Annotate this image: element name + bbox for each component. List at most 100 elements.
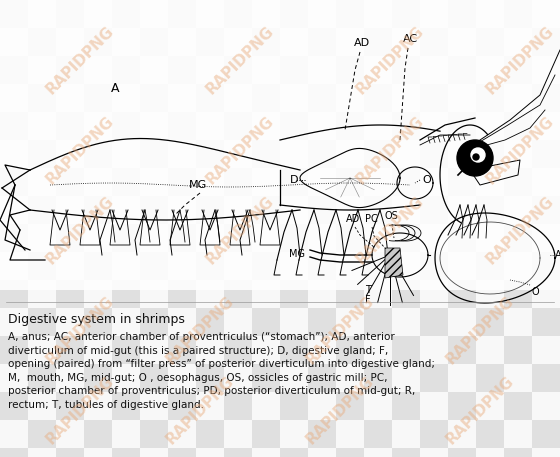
Bar	[224, 392, 252, 420]
Bar	[448, 336, 476, 364]
Bar	[196, 336, 224, 364]
Bar	[168, 112, 196, 140]
Bar	[224, 0, 252, 28]
Bar	[364, 448, 392, 457]
Bar	[84, 84, 112, 112]
Bar	[140, 0, 168, 28]
Bar	[196, 28, 224, 56]
Bar	[84, 56, 112, 84]
Circle shape	[471, 148, 485, 162]
Bar	[476, 252, 504, 280]
Bar	[252, 364, 280, 392]
Bar	[280, 196, 308, 224]
Bar	[280, 252, 308, 280]
Bar	[280, 28, 308, 56]
Bar	[448, 28, 476, 56]
Bar	[56, 336, 84, 364]
Bar	[224, 28, 252, 56]
Bar	[56, 224, 84, 252]
Bar	[168, 0, 196, 28]
Bar	[336, 336, 364, 364]
Bar	[28, 28, 56, 56]
Bar	[420, 140, 448, 168]
Text: RAPIDPNG: RAPIDPNG	[203, 193, 277, 267]
Bar	[196, 224, 224, 252]
Bar	[196, 84, 224, 112]
Bar	[364, 252, 392, 280]
Bar	[336, 308, 364, 336]
Bar	[168, 28, 196, 56]
Text: AC: AC	[555, 250, 560, 260]
Bar	[532, 308, 560, 336]
Bar	[112, 140, 140, 168]
Bar	[0, 392, 28, 420]
Bar	[336, 84, 364, 112]
Bar	[252, 448, 280, 457]
Bar	[140, 364, 168, 392]
Bar	[84, 308, 112, 336]
Bar	[196, 280, 224, 308]
Bar	[448, 224, 476, 252]
Bar	[280, 84, 308, 112]
Bar	[532, 392, 560, 420]
Bar	[140, 448, 168, 457]
Bar	[504, 56, 532, 84]
Bar	[420, 28, 448, 56]
Bar	[28, 336, 56, 364]
Bar	[308, 392, 336, 420]
Bar	[56, 196, 84, 224]
Bar	[308, 84, 336, 112]
Bar	[392, 420, 420, 448]
Bar	[476, 168, 504, 196]
Bar	[140, 84, 168, 112]
Bar	[280, 56, 308, 84]
Bar	[336, 364, 364, 392]
Bar	[0, 168, 28, 196]
Bar	[252, 168, 280, 196]
Bar	[196, 448, 224, 457]
Bar	[476, 392, 504, 420]
Bar	[308, 364, 336, 392]
Bar	[168, 308, 196, 336]
Bar	[420, 0, 448, 28]
Bar	[336, 28, 364, 56]
Bar	[336, 448, 364, 457]
Bar	[504, 28, 532, 56]
Bar	[56, 112, 84, 140]
Bar	[112, 0, 140, 28]
Bar	[280, 448, 308, 457]
Bar	[420, 420, 448, 448]
Bar	[0, 420, 28, 448]
Bar	[56, 56, 84, 84]
Bar	[392, 168, 420, 196]
Bar	[168, 448, 196, 457]
Bar	[168, 196, 196, 224]
Bar	[392, 392, 420, 420]
Bar	[420, 168, 448, 196]
Bar	[532, 56, 560, 84]
Bar	[84, 112, 112, 140]
Bar	[448, 392, 476, 420]
Bar	[224, 308, 252, 336]
Bar	[364, 112, 392, 140]
Bar	[392, 448, 420, 457]
Bar	[84, 140, 112, 168]
Bar	[308, 280, 336, 308]
Bar	[28, 224, 56, 252]
Bar	[168, 56, 196, 84]
Bar	[28, 84, 56, 112]
Text: RAPIDPNG: RAPIDPNG	[163, 373, 237, 447]
Bar	[504, 420, 532, 448]
Bar	[140, 224, 168, 252]
Bar	[112, 112, 140, 140]
Bar	[420, 448, 448, 457]
Bar	[224, 196, 252, 224]
Bar	[112, 308, 140, 336]
Bar	[28, 448, 56, 457]
Bar	[168, 392, 196, 420]
Bar	[280, 168, 308, 196]
Bar	[56, 84, 84, 112]
Bar	[168, 420, 196, 448]
Bar	[532, 28, 560, 56]
Bar	[196, 196, 224, 224]
